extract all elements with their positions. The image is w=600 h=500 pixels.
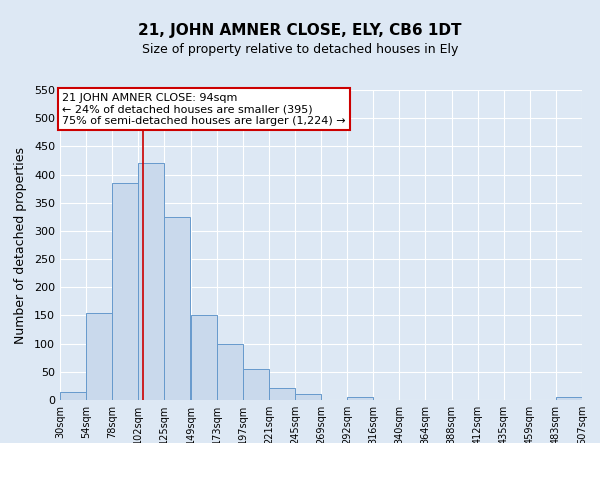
- Text: 21, JOHN AMNER CLOSE, ELY, CB6 1DT: 21, JOHN AMNER CLOSE, ELY, CB6 1DT: [138, 22, 462, 38]
- Bar: [217, 344, 242, 400]
- Bar: [269, 388, 295, 400]
- Text: 21 JOHN AMNER CLOSE: 94sqm
← 24% of detached houses are smaller (395)
75% of sem: 21 JOHN AMNER CLOSE: 94sqm ← 24% of deta…: [62, 93, 346, 126]
- Bar: [242, 369, 269, 400]
- Text: Contains public sector information licensed under the Open Government Licence v3: Contains public sector information licen…: [88, 476, 512, 486]
- Bar: [112, 183, 138, 400]
- Bar: [86, 312, 112, 400]
- Text: Size of property relative to detached houses in Ely: Size of property relative to detached ho…: [142, 42, 458, 56]
- Y-axis label: Number of detached properties: Number of detached properties: [14, 146, 27, 344]
- Bar: [60, 392, 86, 400]
- X-axis label: Distribution of detached houses by size in Ely: Distribution of detached houses by size …: [169, 451, 473, 464]
- Bar: [164, 217, 190, 400]
- Bar: [138, 164, 164, 400]
- Bar: [295, 394, 321, 400]
- Bar: [347, 397, 373, 400]
- Bar: [191, 316, 217, 400]
- Text: Contains HM Land Registry data © Crown copyright and database right 2024.: Contains HM Land Registry data © Crown c…: [109, 458, 491, 468]
- Bar: [556, 397, 582, 400]
